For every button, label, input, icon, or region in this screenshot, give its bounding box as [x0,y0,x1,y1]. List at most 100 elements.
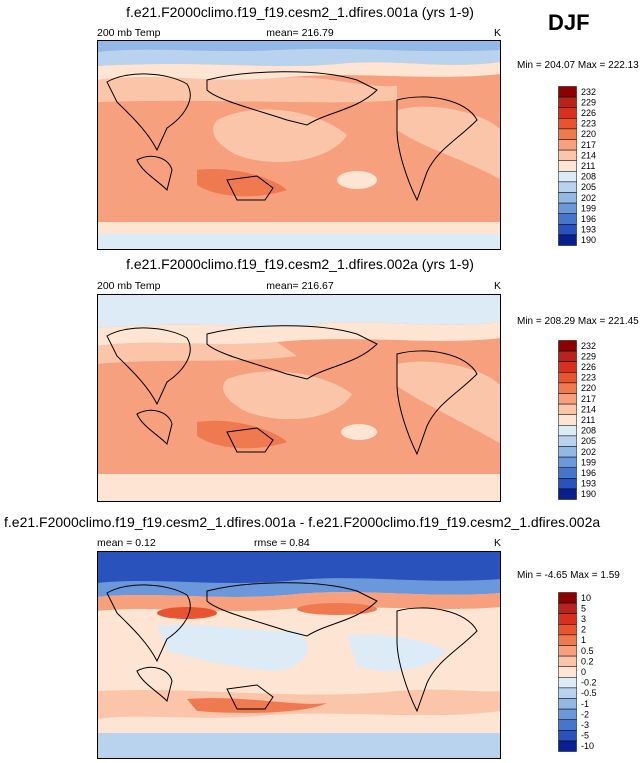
colorbar-tick-label: 0.2 [581,656,594,666]
panel-3-map-frame [97,551,501,759]
panel-1-map-polar-core [97,40,501,52]
colorbar-tick-label: 202 [581,447,596,457]
colorbar-swatch [558,192,577,204]
panel-2-title: f.e21.F2000climo.f19_f19.cesm2_1.dfires.… [126,256,474,272]
panel-3-map-warm-core-1 [157,607,217,619]
colorbar-tick-label: 229 [581,97,596,107]
colorbar-swatch [558,181,577,193]
colorbar-tick-label: -3 [581,720,589,730]
colorbar-tick-label: 205 [581,182,596,192]
colorbar-tick-label: 226 [581,362,596,372]
colorbar-swatch [558,350,577,362]
colorbar-swatch [558,624,577,636]
colorbar-tick-label: -0.2 [581,678,597,688]
panel-3-map-cool-patch [157,624,308,671]
colorbar-swatch [558,446,577,458]
colorbar-tick-label: 214 [581,404,596,414]
colorbar-graphic: 2322292262232202172142112082052021991961… [558,340,596,500]
panel-3-units-label: K [494,537,502,549]
colorbar-tick-label: 226 [581,108,596,118]
panel-3-minmax-label: Min = -4.65 Max = 1.59 [517,570,620,581]
colorbar-swatch [558,128,577,140]
colorbar-tick-label: 208 [581,172,596,182]
colorbar-tick-label: -10 [581,741,594,751]
colorbar-swatch [558,234,577,246]
colorbar-tick-label: 220 [581,129,596,139]
colorbar-swatch [558,467,577,479]
panel-2-map-coastlines [106,325,478,456]
colorbar-swatch [558,488,577,500]
colorbar-swatch [558,160,577,172]
colorbar-swatch [558,224,577,236]
panel-2-map-subpolar-band [97,322,501,346]
panel-2-minmax-label: Min = 208.29 Max = 221.45 [517,316,639,327]
colorbar-tick-label: 211 [581,415,595,425]
panel-3-map-warm-core-2 [297,603,377,615]
panel-2-map-east-patch [397,361,501,444]
colorbar-swatch [558,149,577,161]
panel-3-map-arctic-core [97,551,501,583]
colorbar-tick-label: 199 [581,203,596,213]
colorbar-tick-label: 217 [581,140,596,150]
colorbar-swatch [558,666,577,678]
colorbar-swatch [558,118,577,130]
colorbar-swatch [558,202,577,214]
panel-2-map-warm-core [197,420,287,449]
colorbar-tick-label: 232 [581,341,596,351]
colorbar-swatch [558,361,577,373]
colorbar-tick-label: 199 [581,457,596,467]
colorbar-tick-label: 193 [581,225,596,235]
panel-2-map-polar-band [97,294,501,328]
panel-1-map-south-polar-band [97,234,501,250]
colorbar-swatch [558,698,577,710]
colorbar-tick-label: 190 [581,235,596,245]
panel-1-colorbar: 232 229 226 223 220 217 214 211 208 205 202 199 196 1… [558,86,618,252]
panel-2-map-cool-spot [341,424,377,440]
colorbar-swatch [558,414,577,426]
panel-3-map [97,551,501,759]
colorbar-swatch [558,602,577,614]
colorbar-swatch [558,96,577,108]
colorbar-swatch [558,107,577,119]
panel-3-map-south-warm-core [187,698,327,713]
panel-1-map-cool-spot [337,171,377,189]
colorbar-tick-label: 223 [581,119,596,129]
panel-3-map-cool-patch-2 [347,634,447,671]
colorbar-tick-label: 214 [581,150,596,160]
panel-1-mean-label: mean= 216.79 [266,27,334,39]
colorbar-swatch [558,171,577,183]
season-label: DJF [548,10,590,35]
panel-1-title: f.e21.F2000climo.f19_f19.cesm2_1.dfires.… [126,4,474,20]
panel-1-units-label: K [494,27,502,39]
colorbar-tick-label: 223 [581,373,596,383]
colorbar-swatch [558,645,577,657]
colorbar-tick-label: 205 [581,436,596,446]
colorbar-swatch [558,677,577,689]
panel-1-map-midlat-band [97,77,397,103]
colorbar-swatch [558,478,577,490]
panel-1-map-coastlines [106,71,478,202]
colorbar-swatch [558,456,577,468]
colorbar-tick-label: 196 [581,214,596,224]
panel-3-title: f.e21.F2000climo.f19_f19.cesm2_1.dfires.… [4,514,601,530]
colorbar-tick-label: 220 [581,383,596,393]
colorbar-tick-label: 202 [581,193,596,203]
colorbar-swatch [558,634,577,646]
panel-2-variable-label: 200 mb Temp [97,280,161,292]
colorbar-tick-label: -0.5 [581,688,597,698]
colorbar-swatch [558,425,577,437]
colorbar-swatch [558,708,577,720]
panel-1-map-east-patch [397,106,501,180]
colorbar-swatch [558,372,577,384]
colorbar-swatch [558,435,577,447]
colorbar-tick-label: 0 [581,667,586,677]
panel-3-rmse-label: rmse = 0.84 [254,537,310,549]
colorbar-swatch [558,403,577,415]
panel-1-variable-label: 200 mb Temp [97,27,161,39]
colorbar-tick-label: -5 [581,731,589,741]
panel-1-minmax-label: Min = 204.07 Max = 222.13 [517,60,639,71]
panel-2-map-mid-pacific-patch [223,371,352,420]
panel-3-colorbar: 10 5 3 2 1 0.5 0.2 0 -0.2 -0.5 -1 -2 -3 -5 -10 [558,592,618,758]
